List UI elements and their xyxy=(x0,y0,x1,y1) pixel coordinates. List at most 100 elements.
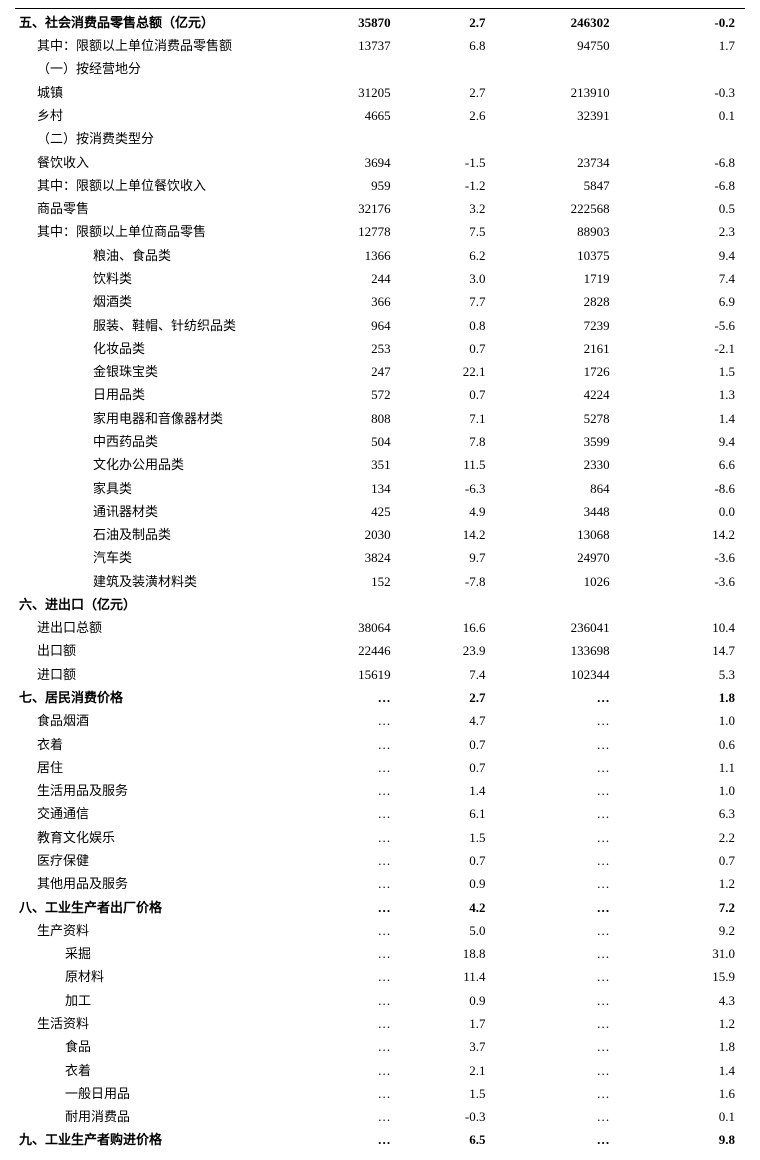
cell-v2: 6.5 xyxy=(395,1129,490,1152)
table-row: 其中：限额以上单位消费品零售额137376.8947501.7 xyxy=(15,34,745,57)
table-row: 其中：限额以上单位商品零售127787.5889032.3 xyxy=(15,221,745,244)
cell-v2 xyxy=(395,593,490,616)
cell-v4: 1.4 xyxy=(614,1059,745,1082)
cell-v4: 0.1 xyxy=(614,104,745,127)
table-row: 建筑及装潢材料类152-7.81026-3.6 xyxy=(15,570,745,593)
table-row: 出口额2244623.913369814.7 xyxy=(15,640,745,663)
cell-v1: 1366 xyxy=(307,244,395,267)
table-row: 生产资料…5.0…9.2 xyxy=(15,919,745,942)
cell-v3: 5847 xyxy=(489,174,613,197)
cell-v2: 0.7 xyxy=(395,384,490,407)
table-row: 生活用品及服务…1.4…1.0 xyxy=(15,779,745,802)
cell-v3: … xyxy=(489,942,613,965)
cell-v1: 959 xyxy=(307,174,395,197)
cell-v2: 0.9 xyxy=(395,872,490,895)
cell-v2: 5.0 xyxy=(395,919,490,942)
row-label: 进出口总额 xyxy=(15,616,307,639)
cell-v1: 244 xyxy=(307,267,395,290)
cell-v4: 1.8 xyxy=(614,686,745,709)
cell-v3: 864 xyxy=(489,477,613,500)
table-row: 服装、鞋帽、针纺织品类9640.87239-5.6 xyxy=(15,314,745,337)
cell-v4 xyxy=(614,58,745,81)
cell-v4: 31.0 xyxy=(614,942,745,965)
cell-v2: 2.7 xyxy=(395,686,490,709)
cell-v1: 31205 xyxy=(307,81,395,104)
table-row: 日用品类5720.742241.3 xyxy=(15,384,745,407)
row-label: 家用电器和音像器材类 xyxy=(15,407,307,430)
cell-v3: … xyxy=(489,803,613,826)
cell-v4: 9.4 xyxy=(614,430,745,453)
cell-v2: 23.9 xyxy=(395,640,490,663)
cell-v3: 2330 xyxy=(489,453,613,476)
table-row: 中西药品类5047.835999.4 xyxy=(15,430,745,453)
table-row: 居住…0.7…1.1 xyxy=(15,756,745,779)
table-row: （二）按消费类型分 xyxy=(15,127,745,150)
table-row: 进出口总额3806416.623604110.4 xyxy=(15,616,745,639)
cell-v1: 32176 xyxy=(307,197,395,220)
cell-v2: 11.5 xyxy=(395,453,490,476)
cell-v1: … xyxy=(307,919,395,942)
cell-v3: 2828 xyxy=(489,290,613,313)
cell-v3: 102344 xyxy=(489,663,613,686)
table-row: 九、工业生产者购进价格…6.5…9.8 xyxy=(15,1129,745,1152)
row-label: 耐用消费品 xyxy=(15,1105,307,1128)
row-label: 教育文化娱乐 xyxy=(15,826,307,849)
statistics-table: 五、社会消费品零售总额（亿元）358702.7246302-0.2其中：限额以上… xyxy=(15,11,745,1152)
cell-v4: -0.2 xyxy=(614,11,745,34)
cell-v4 xyxy=(614,127,745,150)
cell-v4: 7.2 xyxy=(614,896,745,919)
cell-v4: 6.6 xyxy=(614,453,745,476)
cell-v3: 88903 xyxy=(489,221,613,244)
cell-v1: 35870 xyxy=(307,11,395,34)
cell-v4: 10.4 xyxy=(614,616,745,639)
table-row: 加工…0.9…4.3 xyxy=(15,989,745,1012)
row-label: 衣着 xyxy=(15,733,307,756)
row-label: 其中：限额以上单位商品零售 xyxy=(15,221,307,244)
cell-v3 xyxy=(489,127,613,150)
cell-v1: 351 xyxy=(307,453,395,476)
cell-v2 xyxy=(395,127,490,150)
row-label: 采掘 xyxy=(15,942,307,965)
row-label: 城镇 xyxy=(15,81,307,104)
cell-v1: … xyxy=(307,709,395,732)
cell-v1: … xyxy=(307,1035,395,1058)
cell-v2: 0.8 xyxy=(395,314,490,337)
cell-v3: … xyxy=(489,826,613,849)
table-row: 商品零售321763.22225680.5 xyxy=(15,197,745,220)
table-row: 衣着…2.1…1.4 xyxy=(15,1059,745,1082)
table-row: 食品…3.7…1.8 xyxy=(15,1035,745,1058)
cell-v1: 3694 xyxy=(307,151,395,174)
cell-v4: 1.1 xyxy=(614,756,745,779)
cell-v4: 15.9 xyxy=(614,966,745,989)
row-label: 粮油、食品类 xyxy=(15,244,307,267)
cell-v2: 0.7 xyxy=(395,733,490,756)
cell-v3: … xyxy=(489,1012,613,1035)
table-row: 烟酒类3667.728286.9 xyxy=(15,290,745,313)
row-label: 烟酒类 xyxy=(15,290,307,313)
row-label: 生活用品及服务 xyxy=(15,779,307,802)
cell-v4: 1.2 xyxy=(614,1012,745,1035)
cell-v4: 1.0 xyxy=(614,709,745,732)
cell-v3: … xyxy=(489,779,613,802)
cell-v1: 247 xyxy=(307,360,395,383)
cell-v3: 236041 xyxy=(489,616,613,639)
table-row: 衣着…0.7…0.6 xyxy=(15,733,745,756)
cell-v2: 9.7 xyxy=(395,546,490,569)
table-row: 其他用品及服务…0.9…1.2 xyxy=(15,872,745,895)
table-row: 饮料类2443.017197.4 xyxy=(15,267,745,290)
cell-v3: … xyxy=(489,1082,613,1105)
cell-v1: 38064 xyxy=(307,616,395,639)
cell-v1: 3824 xyxy=(307,546,395,569)
cell-v1: 253 xyxy=(307,337,395,360)
cell-v1: … xyxy=(307,826,395,849)
cell-v3: 13068 xyxy=(489,523,613,546)
cell-v1: … xyxy=(307,686,395,709)
cell-v1: 425 xyxy=(307,500,395,523)
row-label: 其中：限额以上单位餐饮收入 xyxy=(15,174,307,197)
cell-v2: 3.0 xyxy=(395,267,490,290)
row-label: 居住 xyxy=(15,756,307,779)
cell-v3: 5278 xyxy=(489,407,613,430)
table-row: 城镇312052.7213910-0.3 xyxy=(15,81,745,104)
cell-v1 xyxy=(307,593,395,616)
cell-v2: 0.7 xyxy=(395,337,490,360)
